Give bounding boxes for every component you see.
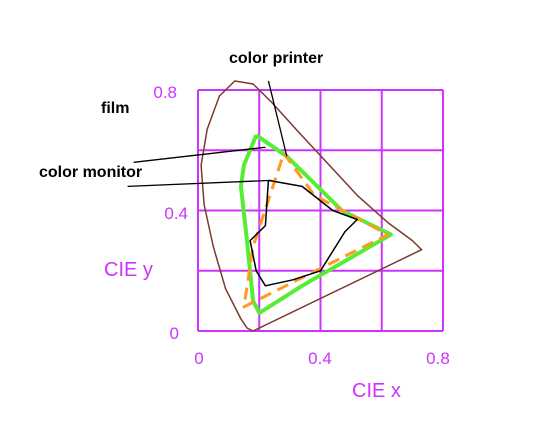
color-monitor-gamut-curve: [242, 152, 390, 309]
x-axis-label: CIE x: [352, 380, 401, 402]
leader-line-color-monitor: [127, 179, 272, 188]
leader-line-film: [133, 146, 266, 163]
gamut-curves: [200, 80, 423, 332]
y-tick-0.8: 0.8: [153, 83, 177, 102]
color-printer-label: color printer: [229, 50, 323, 67]
color-printer-gamut-curve: [249, 179, 359, 287]
plot-grid: [197, 89, 444, 332]
annotation-leaders: [127, 80, 288, 188]
x-tick-0.4: 0.4: [308, 349, 332, 368]
film-gamut-curve: [238, 133, 393, 315]
film-label: film: [101, 100, 129, 117]
leader-line-color-printer: [267, 80, 288, 157]
x-tick-0: 0: [194, 349, 203, 368]
y-tick-0: 0: [170, 324, 179, 343]
x-tick-0.8: 0.8: [426, 349, 450, 368]
y-axis-label: CIE y: [104, 259, 153, 281]
spectral-locus-curve: [200, 80, 423, 332]
color-monitor-label: color monitor: [39, 164, 142, 181]
y-tick-0.4: 0.4: [164, 204, 188, 223]
